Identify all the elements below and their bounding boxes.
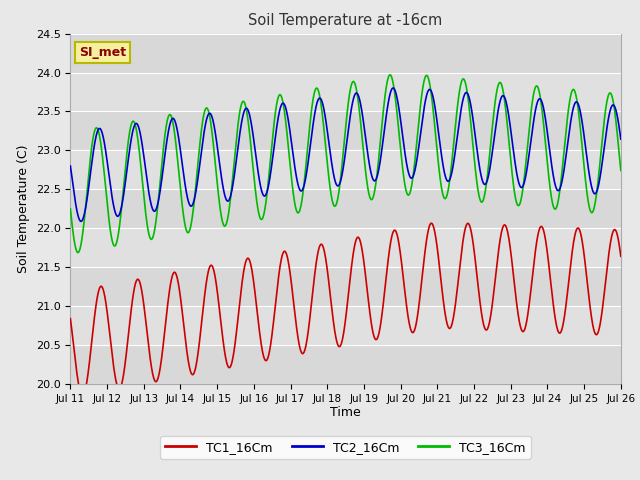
Bar [70,228,621,267]
Bar [70,189,621,228]
X-axis label: Time: Time [330,407,361,420]
Bar [70,111,621,150]
Bar [70,150,621,189]
Bar [70,306,621,345]
Y-axis label: Soil Temperature (C): Soil Temperature (C) [17,144,30,273]
Text: SI_met: SI_met [79,46,126,59]
Bar [70,34,621,72]
Title: Soil Temperature at -16cm: Soil Temperature at -16cm [248,13,443,28]
Bar [70,72,621,111]
Bar [70,267,621,306]
Legend: TC1_16Cm, TC2_16Cm, TC3_16Cm: TC1_16Cm, TC2_16Cm, TC3_16Cm [160,436,531,459]
Bar [70,345,621,384]
